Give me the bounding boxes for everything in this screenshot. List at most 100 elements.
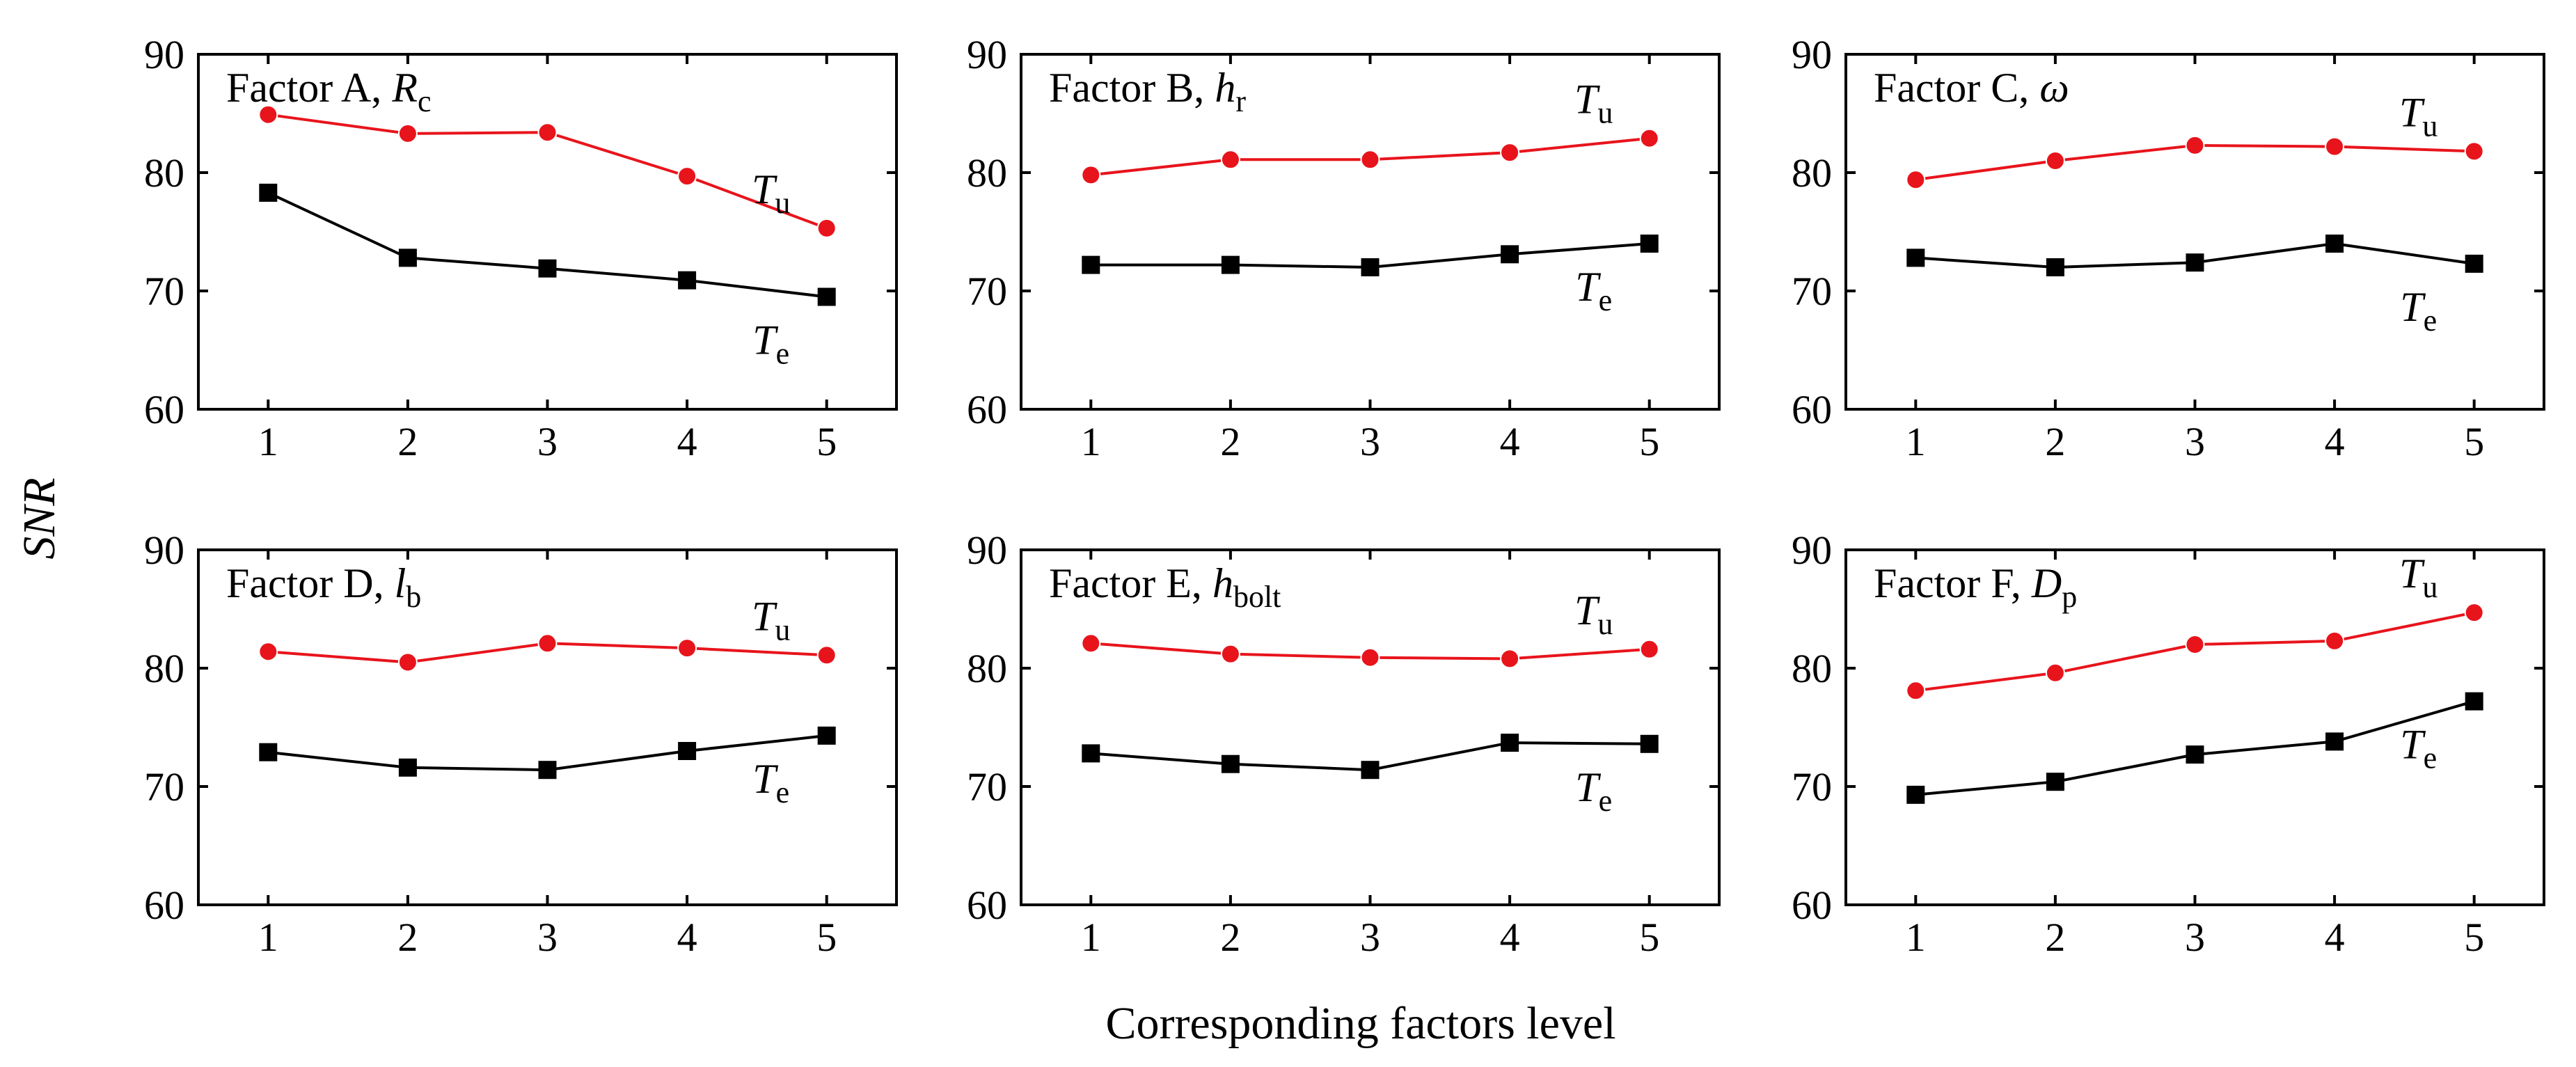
series-label-tu: Tu	[752, 593, 790, 647]
x-tick-label: 4	[1500, 915, 1520, 960]
panel-title: Factor B, hr	[1049, 65, 1246, 118]
data-point-tu	[258, 642, 278, 662]
x-tick-label: 4	[677, 419, 697, 464]
data-point-tu	[537, 122, 558, 143]
x-tick-label: 3	[1360, 915, 1380, 960]
series-label-te-sub: e	[776, 775, 790, 809]
x-tick-label: 3	[1360, 419, 1380, 464]
x-tick-label: 3	[2185, 915, 2205, 960]
series-label-te-main: T	[752, 756, 778, 802]
y-tick-label: 80	[144, 150, 184, 196]
data-point-te	[2046, 773, 2064, 791]
x-tick-label: 2	[2045, 915, 2065, 960]
series-label-te: Te	[1575, 264, 1612, 317]
data-point-te	[398, 758, 417, 777]
y-tick-label: 70	[144, 764, 184, 809]
y-tick-label: 90	[144, 32, 184, 77]
y-axis-title: SNR	[14, 477, 65, 559]
series-label-te-sub: e	[776, 337, 790, 371]
series-label-tu-main: T	[752, 166, 777, 212]
series-label-te-main: T	[2400, 284, 2426, 330]
y-tick-label: 80	[967, 646, 1007, 691]
data-point-tu	[1360, 647, 1380, 667]
y-tick-label: 60	[144, 883, 184, 928]
series-label-te: Te	[2400, 722, 2437, 775]
panel-title: Factor F, Dp	[1874, 560, 2077, 614]
panel-title-factor: Factor C,	[1874, 65, 2039, 111]
x-tick-label: 2	[397, 419, 418, 464]
panel-title: Factor D, lb	[226, 560, 421, 614]
x-tick-label: 4	[1500, 419, 1520, 464]
data-point-tu	[397, 123, 418, 143]
data-point-te	[538, 259, 557, 278]
y-tick-label: 90	[967, 32, 1007, 77]
data-point-tu	[2045, 663, 2065, 683]
y-tick-label: 60	[1792, 883, 1832, 928]
data-point-te	[1906, 785, 1925, 804]
y-tick-label: 70	[144, 269, 184, 314]
x-tick-label: 3	[537, 419, 558, 464]
y-tick-label: 90	[967, 528, 1007, 573]
series-label-tu-sub: u	[1597, 96, 1613, 130]
x-tick-label: 3	[537, 915, 558, 960]
data-point-tu	[397, 652, 418, 672]
data-point-te	[678, 742, 697, 760]
data-point-tu	[816, 218, 837, 238]
data-point-te	[817, 287, 836, 306]
series-label-te-main: T	[1575, 764, 1601, 810]
data-point-tu	[1220, 150, 1240, 170]
data-point-tu	[2045, 151, 2065, 171]
data-point-te	[1640, 235, 1659, 253]
x-tick-label: 1	[258, 915, 278, 960]
y-tick-label: 80	[967, 150, 1007, 196]
panel-title-symbol: h	[1215, 65, 1235, 111]
series-label-te-sub: e	[1599, 283, 1613, 317]
data-point-te	[538, 761, 557, 780]
y-tick-label: 70	[967, 764, 1007, 809]
series-line-te	[267, 191, 827, 299]
y-tick-label: 60	[1792, 387, 1832, 432]
data-point-tu	[1220, 644, 1240, 664]
data-point-tu	[1906, 681, 1926, 701]
data-point-te	[1221, 255, 1240, 274]
y-tick-label: 80	[144, 646, 184, 691]
data-point-tu	[1639, 639, 1659, 659]
panel-title-factor: Factor F,	[1874, 560, 2032, 606]
x-tick-label: 5	[816, 419, 837, 464]
panel-title-symbol: l	[395, 560, 406, 606]
panel-title-factor: Factor A,	[226, 65, 392, 111]
data-point-te	[1361, 258, 1380, 276]
data-point-te	[1082, 255, 1100, 274]
y-tick-label: 60	[967, 883, 1007, 928]
panel-title-subscript: c	[418, 84, 432, 118]
x-tick-label: 4	[2325, 419, 2345, 464]
data-point-tu	[1500, 649, 1520, 669]
data-point-tu	[2185, 135, 2205, 155]
series-label-te-main: T	[752, 317, 778, 363]
data-point-tu	[1500, 143, 1520, 163]
y-tick-label: 80	[1792, 646, 1832, 691]
series-label-tu: Tu	[2399, 551, 2437, 604]
series-label-tu-main: T	[2399, 89, 2425, 135]
panel-title: Factor A, Rc	[226, 65, 432, 118]
x-tick-label: 1	[1081, 419, 1101, 464]
y-tick-label: 80	[1792, 150, 1832, 196]
x-tick-label: 5	[1639, 915, 1659, 960]
panel-title-subscript: r	[1235, 84, 1246, 118]
data-point-tu	[2464, 603, 2484, 623]
data-point-tu	[2325, 631, 2345, 651]
series-label-tu: Tu	[752, 166, 790, 220]
x-tick-label: 4	[677, 915, 697, 960]
data-point-tu	[1360, 150, 1380, 170]
panel-title: Factor C, ω	[1874, 65, 2069, 111]
series-label-te-sub: e	[1599, 784, 1613, 818]
series-label-te: Te	[752, 317, 789, 371]
x-tick-label: 2	[1220, 915, 1240, 960]
data-point-tu	[1081, 633, 1101, 654]
x-tick-label: 1	[1906, 419, 1926, 464]
